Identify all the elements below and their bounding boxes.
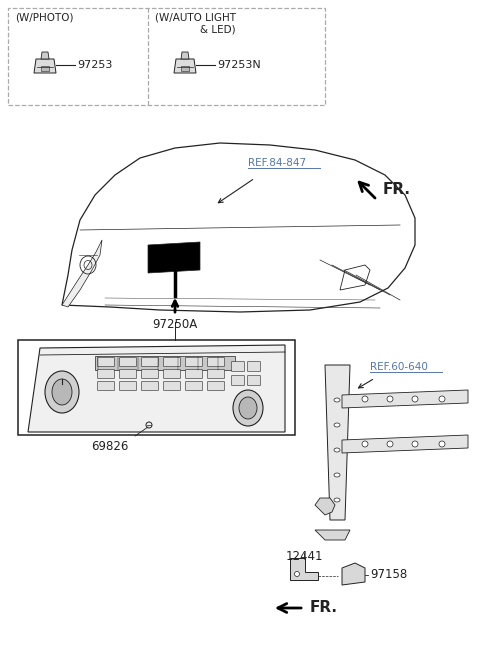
Polygon shape <box>174 59 196 73</box>
FancyBboxPatch shape <box>164 382 180 391</box>
FancyBboxPatch shape <box>207 370 225 378</box>
Text: (W/AUTO LIGHT
& LED): (W/AUTO LIGHT & LED) <box>155 13 236 35</box>
Ellipse shape <box>52 379 72 405</box>
FancyBboxPatch shape <box>97 382 115 391</box>
FancyBboxPatch shape <box>120 357 136 366</box>
Text: (W/PHOTO): (W/PHOTO) <box>15 13 73 23</box>
Circle shape <box>387 396 393 402</box>
FancyBboxPatch shape <box>185 370 203 378</box>
FancyBboxPatch shape <box>248 362 261 372</box>
Circle shape <box>362 396 368 402</box>
FancyBboxPatch shape <box>97 370 115 378</box>
Ellipse shape <box>334 498 340 502</box>
FancyBboxPatch shape <box>185 357 203 366</box>
Polygon shape <box>342 390 468 408</box>
Circle shape <box>439 441 445 447</box>
Ellipse shape <box>334 423 340 427</box>
Text: FR.: FR. <box>383 183 411 198</box>
Ellipse shape <box>334 398 340 402</box>
FancyBboxPatch shape <box>142 357 158 366</box>
Polygon shape <box>28 345 285 432</box>
Polygon shape <box>148 242 200 273</box>
FancyBboxPatch shape <box>97 357 115 366</box>
Ellipse shape <box>334 448 340 452</box>
FancyBboxPatch shape <box>120 382 136 391</box>
Circle shape <box>439 396 445 402</box>
Circle shape <box>387 441 393 447</box>
FancyBboxPatch shape <box>142 370 158 378</box>
Text: 97253N: 97253N <box>217 60 261 70</box>
Text: 69826: 69826 <box>91 440 129 453</box>
Polygon shape <box>34 59 56 73</box>
FancyBboxPatch shape <box>207 357 225 366</box>
Polygon shape <box>315 530 350 540</box>
FancyBboxPatch shape <box>164 357 180 366</box>
Circle shape <box>362 441 368 447</box>
Circle shape <box>412 396 418 402</box>
FancyBboxPatch shape <box>164 370 180 378</box>
FancyBboxPatch shape <box>95 356 235 370</box>
FancyBboxPatch shape <box>120 370 136 378</box>
Polygon shape <box>342 563 365 585</box>
FancyBboxPatch shape <box>248 376 261 386</box>
Polygon shape <box>315 498 335 515</box>
Polygon shape <box>290 558 318 580</box>
Polygon shape <box>62 240 102 307</box>
Text: REF.84-847: REF.84-847 <box>248 158 306 168</box>
Polygon shape <box>181 66 189 71</box>
Ellipse shape <box>334 473 340 477</box>
Text: 97250A: 97250A <box>152 318 198 331</box>
FancyBboxPatch shape <box>142 382 158 391</box>
Polygon shape <box>325 365 350 520</box>
Text: 12441: 12441 <box>285 550 323 563</box>
Ellipse shape <box>45 371 79 413</box>
Text: REF.60-640: REF.60-640 <box>370 362 428 372</box>
Text: 97158: 97158 <box>370 569 407 581</box>
Text: FR.: FR. <box>310 600 338 616</box>
Ellipse shape <box>239 397 257 419</box>
Polygon shape <box>342 435 468 453</box>
Text: 97253: 97253 <box>77 60 112 70</box>
Circle shape <box>295 571 300 577</box>
FancyBboxPatch shape <box>231 362 244 372</box>
Polygon shape <box>41 66 49 71</box>
FancyBboxPatch shape <box>185 382 203 391</box>
Polygon shape <box>41 52 49 59</box>
Polygon shape <box>181 52 189 59</box>
Circle shape <box>412 441 418 447</box>
Ellipse shape <box>233 390 263 426</box>
FancyBboxPatch shape <box>207 382 225 391</box>
FancyBboxPatch shape <box>231 376 244 386</box>
